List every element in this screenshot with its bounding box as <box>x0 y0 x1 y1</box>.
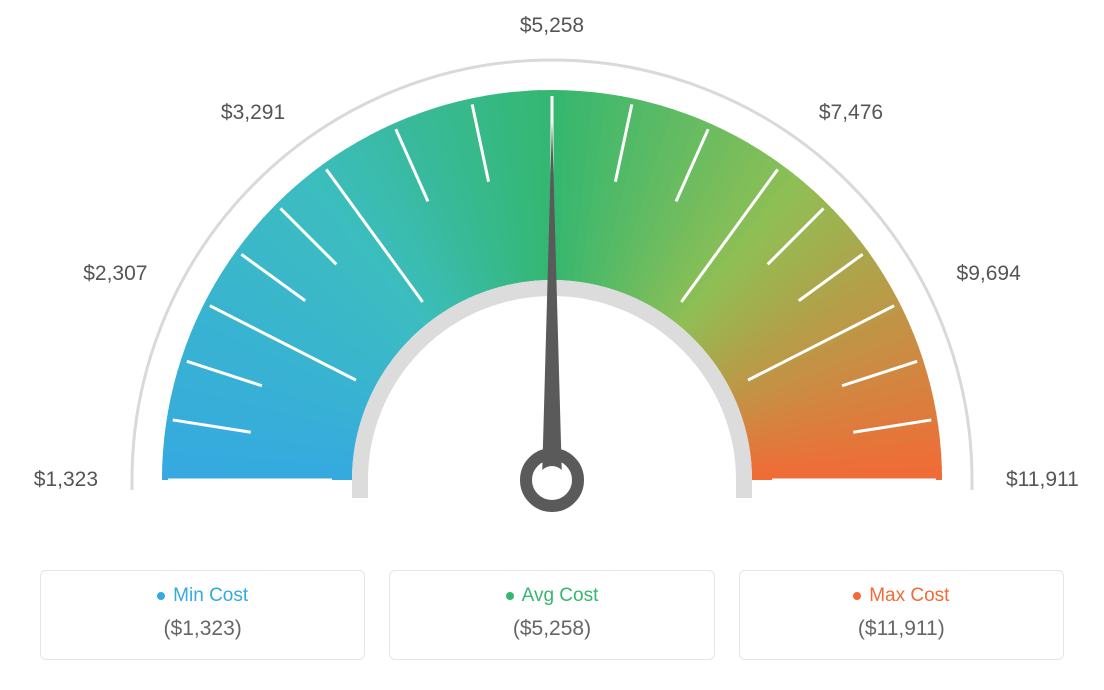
legend-row: Min Cost ($1,323) Avg Cost ($5,258) Max … <box>40 570 1064 660</box>
max-cost-card: Max Cost ($11,911) <box>739 570 1064 660</box>
gauge-tick-label: $1,323 <box>18 468 98 492</box>
gauge-tick-label: $7,476 <box>819 101 883 125</box>
max-cost-title: Max Cost <box>853 585 949 607</box>
gauge-tick-label: $2,307 <box>67 262 147 286</box>
max-dot-icon <box>853 592 861 600</box>
gauge-tick-label: $11,911 <box>1006 468 1079 492</box>
min-cost-card: Min Cost ($1,323) <box>40 570 365 660</box>
max-cost-value: ($11,911) <box>740 617 1063 641</box>
avg-cost-card: Avg Cost ($5,258) <box>389 570 714 660</box>
max-cost-title-text: Max Cost <box>869 585 949 607</box>
min-dot-icon <box>157 592 165 600</box>
min-cost-title-text: Min Cost <box>173 585 248 607</box>
gauge-svg <box>52 0 1052 540</box>
min-cost-value: ($1,323) <box>41 617 364 641</box>
avg-dot-icon <box>506 592 514 600</box>
gauge-tick-label: $3,291 <box>205 101 285 125</box>
min-cost-title: Min Cost <box>157 585 248 607</box>
gauge-chart: $1,323$2,307$3,291$5,258$7,476$9,694$11,… <box>52 0 1052 540</box>
gauge-tick-label: $5,258 <box>512 14 592 38</box>
avg-cost-title-text: Avg Cost <box>522 585 599 607</box>
avg-cost-title: Avg Cost <box>506 585 599 607</box>
avg-cost-value: ($5,258) <box>390 617 713 641</box>
gauge-tick-label: $9,694 <box>957 262 1021 286</box>
